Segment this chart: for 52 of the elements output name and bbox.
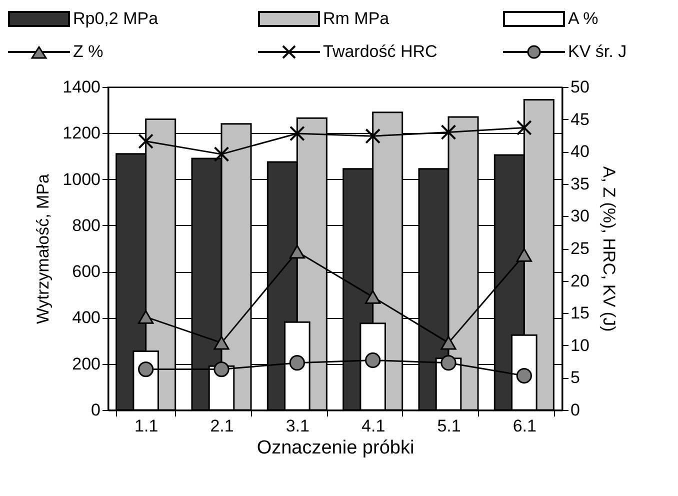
legend-label: A % [568,8,598,28]
legend-label: Twardość HRC [323,42,438,62]
y2-tick-label: 5 [570,368,580,388]
legend-label: Z % [73,42,104,62]
x-tick-label: 3.1 [286,416,310,436]
y2-axis-title: A, Z (%), HRC, KV (J) [599,166,618,332]
x-tick-label: 1.1 [134,416,158,436]
point [516,120,532,136]
point [440,336,456,350]
y-tick-label: 600 [72,262,100,282]
y2-tick-label: 45 [570,110,590,129]
x-axis-title: Oznaczenie próbki [256,438,414,458]
point [138,310,154,324]
point [289,126,305,142]
x-tick-label: 2.1 [210,416,234,436]
y-tick-label: 1400 [62,78,100,96]
point [289,355,305,371]
x-tick-label: 6.1 [512,416,536,436]
y-tick-label: 1000 [62,170,100,189]
point [365,352,381,368]
point [214,146,230,162]
point [440,355,456,371]
y-tick-label: 400 [72,308,100,328]
y2-tick-label: 35 [570,174,590,194]
point [138,134,154,149]
y2-tick-label: 40 [570,142,590,162]
y2-tick-label: 10 [570,336,590,355]
y2-tick-label: 25 [570,239,590,258]
point [138,361,154,378]
point [440,124,456,140]
legend-label: KV śr. J [568,42,627,62]
y-tick-label: 1200 [62,124,100,143]
point [214,361,230,378]
y-tick-label: 0 [91,400,100,420]
point [365,290,381,304]
point [214,336,230,350]
y-tick-label: 200 [72,354,100,374]
legend-label: Rp0,2 MPa [73,8,158,28]
y2-tick-label: 15 [570,304,590,323]
point [289,244,305,259]
point [516,368,532,384]
legend-label: Rm MPa [323,8,390,28]
y-axis-title: Wytrzymałość, MPa [34,173,53,324]
y2-tick-label: 20 [570,271,590,290]
x-tick-label: 4.1 [362,416,386,436]
y2-tick-label: 50 [570,78,590,96]
y2-tick-label: 30 [570,206,590,226]
x-tick-label: 5.1 [437,416,461,436]
y2-tick-label: 0 [570,400,580,420]
point [365,128,381,144]
y-tick-label: 800 [72,216,100,235]
point [516,248,532,262]
